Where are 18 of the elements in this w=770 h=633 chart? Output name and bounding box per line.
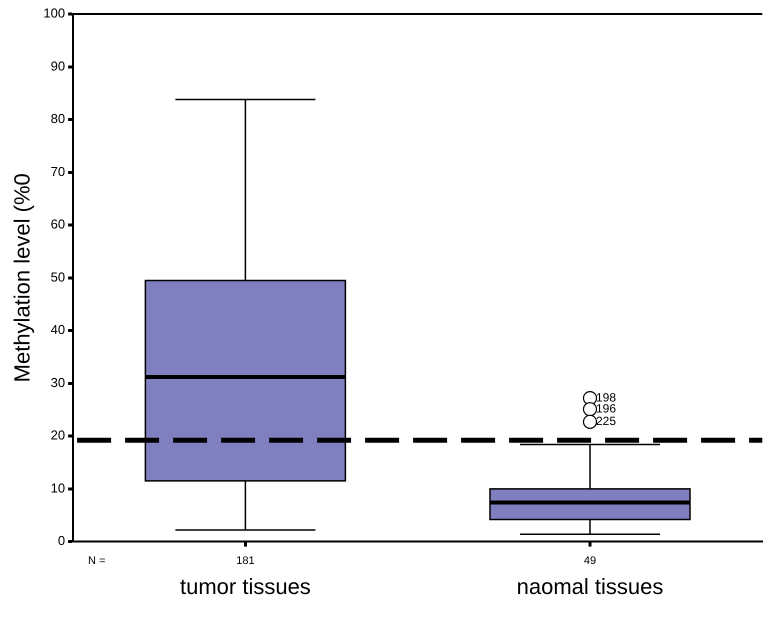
y-axis-title: Methylation level (%0 [9,173,34,382]
y-tick-label: 50 [50,269,66,284]
text: N = [88,555,106,568]
annotation: 225 [596,414,616,428]
y-tick-label: 90 [50,58,66,74]
y-tick-label: 0 [58,533,66,548]
y-tick-label: 60 [50,216,66,232]
y-tick-label: 80 [50,111,66,126]
x-tick-label: tumor tissues [180,574,311,599]
text: 181 [236,555,255,568]
y-tick-label: 40 [50,322,66,338]
y-tick-label: 30 [50,374,66,390]
x-tick-label: naomal tissues [516,574,664,599]
y-tick-label: 70 [50,164,66,179]
y-tick-label: 20 [50,428,66,443]
y-tick-label: 100 [43,6,66,21]
y-tick-label: 10 [50,480,66,496]
text: 49 [584,555,596,568]
